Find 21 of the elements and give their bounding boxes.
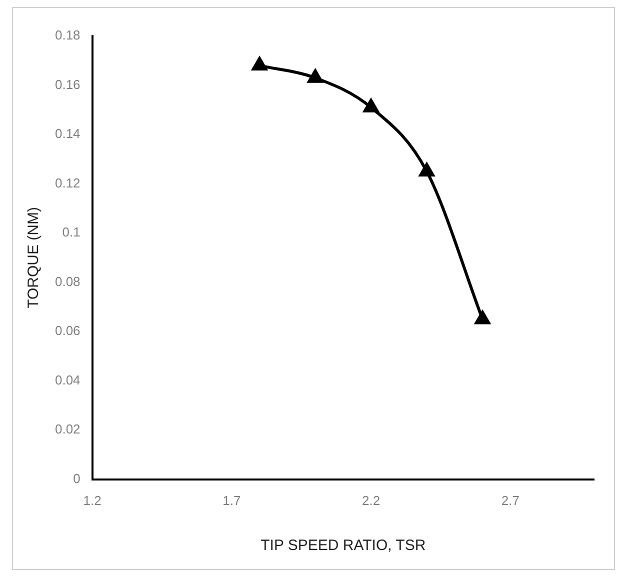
y-tick-label: 0.04 [54, 372, 80, 388]
x-axis-title: TIP SPEED RATIO, TSR [260, 537, 426, 554]
y-tick-label: 0.08 [54, 274, 80, 289]
y-axis-title: TORQUE (NM) [25, 207, 42, 308]
x-tick-label: 2.7 [501, 492, 520, 508]
x-tick-label: 1.7 [222, 492, 241, 508]
y-tick-label: 0.18 [54, 28, 80, 43]
point [252, 57, 268, 71]
y-tick-label: 0.12 [54, 175, 80, 190]
point [419, 162, 434, 176]
y-tick-label: 0.16 [54, 76, 80, 92]
point [474, 310, 490, 324]
y-tick-label: 0.1 [62, 224, 80, 240]
y-tick-label: 0 [73, 470, 80, 486]
point [308, 69, 323, 83]
x-tick-label: 1.2 [83, 492, 102, 508]
x-tick-label: 2.2 [362, 492, 380, 508]
point [363, 98, 379, 112]
y-tick-label: 0.06 [54, 323, 80, 338]
y-tick-label: 0.14 [54, 126, 80, 142]
y-tick-label: 0.02 [54, 422, 80, 437]
